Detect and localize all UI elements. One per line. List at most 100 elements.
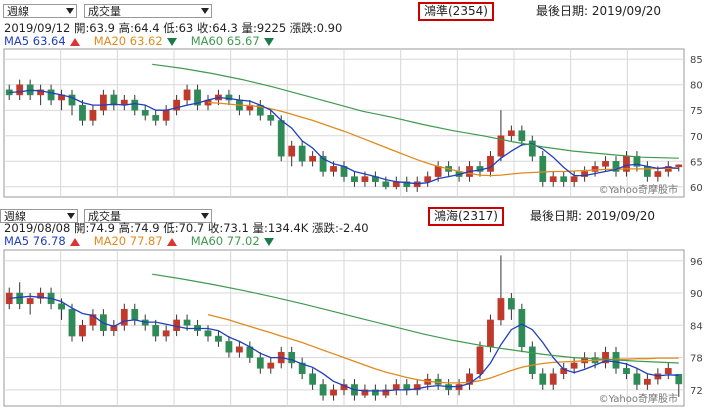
candle-body — [89, 314, 97, 326]
candle-body — [518, 130, 526, 142]
triangle-up-icon — [69, 237, 80, 246]
y-tick-label: 60 — [690, 183, 703, 194]
candle-body — [319, 384, 327, 396]
candle-body — [89, 109, 97, 121]
stock-label: 鴻準(2354) — [418, 2, 494, 21]
quote-line: 2019/09/12 開:63.9 高:64.4 低:63 收:64.3 量:9… — [4, 21, 343, 35]
candle-body — [319, 155, 327, 172]
candle-body — [288, 351, 296, 364]
y-tick-label: 65 — [690, 157, 703, 168]
last-date: 最後日期: 2019/09/20 — [530, 209, 656, 223]
candle-body — [288, 145, 296, 157]
candle-body — [58, 303, 65, 310]
y-tick-label: 78 — [690, 354, 703, 365]
candle-body — [497, 135, 505, 157]
candle-body — [309, 155, 317, 162]
candle-body — [403, 181, 411, 188]
candle-body — [633, 373, 641, 385]
candle-body — [256, 357, 264, 369]
candle-body — [643, 378, 651, 385]
candle-body — [204, 330, 212, 337]
indicator-select-value: 成交量 — [88, 210, 121, 223]
candle-body — [152, 115, 160, 121]
candle-body — [173, 99, 181, 111]
candle-body — [612, 161, 620, 172]
candle-body — [26, 298, 34, 305]
chevron-down-icon — [66, 8, 74, 14]
candle-body — [141, 109, 149, 116]
last-date: 最後日期: 2019/09/20 — [536, 4, 662, 18]
y-tick-label: 70 — [690, 132, 703, 143]
candle-body — [664, 368, 672, 374]
stock-label: 鴻海(2317) — [428, 207, 504, 226]
candle-body — [235, 346, 243, 353]
candle-body — [194, 89, 201, 106]
ma5-line — [9, 89, 679, 185]
candle-body — [152, 325, 160, 337]
candle-body — [549, 176, 557, 182]
candle-body — [643, 166, 651, 177]
period-select[interactable]: 週線 — [0, 209, 78, 223]
ma20-label: MA20 63.62 — [93, 34, 163, 48]
indicator-select-value: 成交量 — [88, 5, 121, 18]
candle-body — [507, 130, 515, 137]
ma-legend: MA5 63.64 MA20 63.62 MA60 65.67 — [4, 35, 288, 48]
candle-body — [298, 362, 306, 374]
candle-body — [37, 89, 45, 96]
candle-body — [68, 94, 76, 106]
candle-body — [633, 155, 641, 167]
candle-body — [120, 308, 128, 326]
candle-body — [560, 176, 568, 182]
candlestick-chart: 72 78 84 90 96 ©Yahoo奇摩股市 — [3, 249, 703, 407]
candle-body — [267, 362, 275, 369]
chevron-down-icon — [201, 213, 209, 219]
chevron-down-icon — [201, 8, 209, 14]
triangle-down-icon — [166, 37, 177, 46]
y-tick-label: 96 — [690, 257, 703, 268]
candle-body — [507, 298, 515, 310]
ma20-line — [207, 313, 679, 384]
candle-body — [539, 155, 547, 182]
candle-body — [654, 171, 662, 177]
indicator-select[interactable]: 成交量 — [84, 4, 212, 18]
y-tick-label: 72 — [690, 386, 703, 397]
candle-body — [424, 176, 432, 182]
period-select-value: 週線 — [7, 5, 29, 18]
candle-body — [539, 373, 547, 385]
y-tick-label: 75 — [690, 106, 703, 117]
y-tick-label: 84 — [690, 321, 703, 332]
chevron-down-icon — [67, 213, 75, 219]
candle-body — [560, 368, 568, 374]
ma5-line — [9, 295, 679, 392]
y-tick-label: 90 — [690, 289, 703, 300]
watermark: ©Yahoo奇摩股市 — [599, 183, 678, 196]
candle-body — [79, 104, 86, 121]
candle-body — [47, 89, 55, 101]
candle-body — [675, 374, 683, 385]
candle-body — [110, 94, 118, 106]
triangle-down-icon — [263, 237, 274, 246]
ma60-line — [152, 63, 679, 159]
candle-body — [225, 341, 233, 353]
candle-body — [466, 373, 473, 385]
candle-body — [225, 94, 233, 101]
candle-body — [581, 171, 589, 177]
candle-body — [110, 325, 118, 331]
ma5-label: MA5 76.78 — [4, 234, 66, 248]
candle-body — [351, 176, 358, 182]
candle-body — [183, 319, 191, 326]
ma20-line — [207, 101, 679, 177]
watermark: ©Yahoo奇摩股市 — [599, 392, 678, 405]
panel-toolbar: 週線 成交量 鴻準(2354) 最後日期: 2019/09/20 — [0, 0, 720, 22]
candle-body — [591, 166, 599, 172]
candlestick-chart: 60 65 70 75 80 85 ©Yahoo奇摩股市 — [3, 48, 703, 198]
period-select[interactable]: 週線 — [3, 4, 77, 18]
candle-body — [623, 368, 630, 374]
ma60-label: MA60 65.67 — [190, 34, 260, 48]
ma20-label: MA20 77.87 — [93, 234, 163, 248]
candle-body — [476, 346, 484, 374]
candle-body — [330, 389, 337, 396]
indicator-select[interactable]: 成交量 — [84, 209, 212, 223]
candle-body — [79, 325, 86, 337]
candle-body — [99, 94, 107, 111]
